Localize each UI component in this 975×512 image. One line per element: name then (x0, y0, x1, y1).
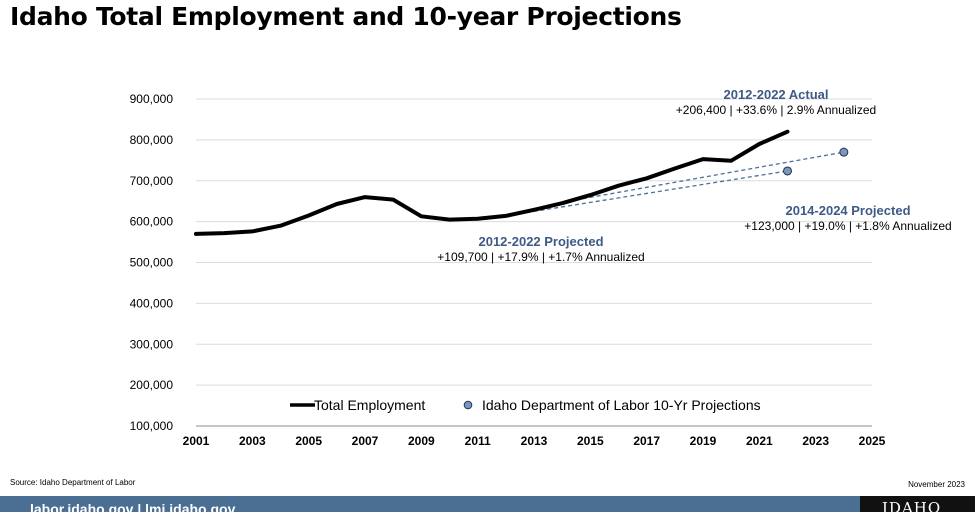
x-tick-label: 2019 (690, 434, 717, 448)
projection-endpoint (783, 166, 792, 176)
x-tick-label: 2013 (521, 434, 548, 448)
x-tick-label: 2017 (633, 434, 660, 448)
annotation-actual-heading: 2012-2022 Actual (723, 87, 828, 102)
source-note: Source: Idaho Department of Labor (10, 478, 136, 487)
annotation-2012-2022-detail: +109,700 | +17.9% | +1.7% Annualized (437, 250, 644, 264)
projection-line (505, 170, 788, 217)
x-tick-label: 2005 (295, 434, 322, 448)
idaho-logo: IDAHO (860, 496, 975, 512)
x-tick-label: 2021 (746, 434, 773, 448)
legend: Total Employment Idaho Department of Lab… (290, 397, 761, 413)
x-tick-label: 2003 (239, 434, 266, 448)
y-tick-label: 900,000 (130, 92, 174, 106)
y-tick-label: 500,000 (130, 256, 174, 270)
footer-links[interactable]: labor.idaho.gov | lmi.idaho.gov (30, 501, 236, 512)
axis-labels: 100,000 200,000 300,000 400,000 500,000 600,0… (130, 92, 886, 448)
footer-bar: labor.idaho.gov | lmi.idaho.gov IDAHO (0, 496, 975, 512)
page-title: Idaho Total Employment and 10-year Proje… (10, 2, 682, 31)
projection-line (562, 151, 844, 204)
x-tick-label: 2023 (802, 434, 829, 448)
annotation-2012-2022-heading: 2012-2022 Projected (478, 234, 603, 249)
y-tick-label: 100,000 (130, 419, 174, 433)
y-tick-label: 400,000 (130, 296, 174, 310)
legend-label-projections: Idaho Department of Labor 10-Yr Projecti… (482, 397, 761, 413)
legend-dot-swatch (463, 400, 473, 410)
annotation-2014-2024-heading: 2014-2024 Projected (785, 203, 910, 218)
y-tick-label: 800,000 (130, 133, 174, 147)
date-note: November 2023 (908, 480, 965, 489)
idaho-logo-text: IDAHO (882, 499, 942, 512)
series-layer (194, 129, 849, 236)
y-tick-label: 200,000 (130, 378, 174, 392)
legend-label-total-employment: Total Employment (314, 397, 425, 413)
x-tick-label: 2009 (408, 434, 435, 448)
x-tick-label: 2015 (577, 434, 604, 448)
annotation-actual-detail: +206,400 | +33.6% | 2.9% Annualized (676, 103, 876, 117)
x-tick-label: 2001 (183, 434, 210, 448)
y-tick-label: 600,000 (130, 215, 174, 229)
annotation-2014-2024-detail: +123,000 | +19.0% | +1.8% Annualized (744, 219, 951, 233)
total-employment-line (194, 129, 790, 236)
x-tick-label: 2011 (465, 434, 491, 448)
projection-endpoint (839, 147, 849, 157)
y-tick-label: 700,000 (130, 174, 174, 188)
x-tick-label: 2025 (859, 434, 886, 448)
gridlines (196, 98, 872, 386)
x-tick-label: 2007 (352, 434, 379, 448)
y-tick-label: 300,000 (130, 337, 174, 351)
